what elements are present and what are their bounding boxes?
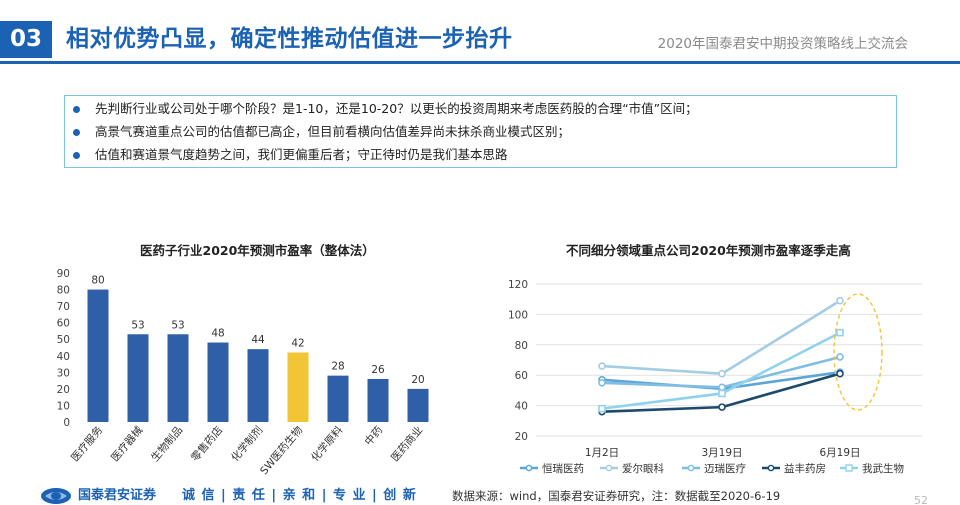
x-tick-label: 零售药店 [188, 424, 225, 465]
y-tick-label: 80 [515, 340, 528, 352]
key-points-box: 先判断行业或公司处于哪个阶段？是1-10，还是10-20？以更长的投资周期来考虑… [64, 95, 897, 168]
bar-value-label: 28 [331, 361, 344, 373]
legend-label: 益丰药房 [784, 462, 826, 475]
bar [287, 352, 309, 422]
bar [207, 342, 229, 422]
legend-label: 爱尔眼科 [622, 462, 664, 475]
x-tick-label: 医药商业 [388, 424, 425, 465]
y-tick-label: 20 [57, 384, 70, 396]
slide-header: 03 相对优势凸显，确定性推动估值进一步抬升 2020年国泰君安中期投资策略线上… [0, 0, 960, 70]
bar-value-label: 26 [371, 364, 385, 376]
y-tick-label: 80 [57, 285, 70, 297]
footer-company-name: 国泰君安证券 [78, 488, 157, 503]
data-point [836, 369, 844, 378]
data-point [598, 379, 606, 387]
bar [127, 334, 149, 422]
data-point [718, 403, 726, 411]
y-tick-label: 90 [57, 268, 70, 280]
data-point [598, 404, 606, 413]
event-subtitle: 2020年国泰君安中期投资策略线上交流会 [657, 36, 908, 52]
legend-marker [845, 464, 853, 472]
x-tick-label: 化学原料 [308, 423, 345, 464]
y-tick-label: 60 [515, 370, 528, 382]
y-tick-label: 10 [57, 400, 70, 412]
bar-value-label: 44 [251, 334, 265, 346]
key-point-text: 高景气赛道重点公司的估值都已高企，但目前看横向估值差异尚未抹杀商业模式区别； [95, 124, 571, 139]
bar-chart: 0 10 20 30 40 50 60 70 80 90 80 医疗服务 53 医疗器械 53 生物制品 48 零… [57, 268, 429, 477]
legend-marker [525, 464, 533, 472]
legend-label: 恒瑞医药 [542, 462, 584, 475]
key-point-text: 估值和赛道景气度趋势之间，我们更偏重后者；守正待时仍是我们基本思路 [95, 147, 508, 162]
y-tick-label: 70 [57, 301, 70, 313]
x-tick-label: 医疗器械 [108, 423, 145, 464]
data-point [836, 353, 844, 361]
bullet-dot-icon [73, 129, 80, 136]
bar-value-label: 48 [211, 328, 224, 340]
legend-label: 迈瑞医疗 [704, 462, 746, 475]
line-chart-title: 不同细分领域重点公司2020年预测市盈率逐季走高 [566, 243, 851, 258]
bar-value-label: 42 [291, 337, 304, 349]
company-logo-icon [41, 488, 71, 504]
bar [167, 334, 189, 422]
x-tick-label: 6月19日 [819, 447, 860, 459]
page-number: 52 [914, 494, 928, 505]
y-tick-label: 120 [508, 279, 528, 291]
slide-title: 相对优势凸显，确定性推动估值进一步抬升 [66, 26, 513, 52]
data-source-note: 数据来源：wind，国泰君安证券研究，注：数据截至2020-6-19 [452, 489, 781, 503]
legend-marker [605, 464, 613, 472]
section-number-badge: 03 [0, 21, 52, 58]
bar [407, 388, 429, 422]
header-divider [0, 61, 960, 64]
legend-marker [687, 464, 695, 472]
data-point [836, 296, 844, 305]
bullet-dot-icon [73, 152, 80, 159]
bar-value-label: 20 [411, 374, 424, 386]
footer-slogan: 诚 信 | 责 任 | 亲 和 | 专 业 | 创 新 [182, 488, 416, 503]
bar-chart-title: 医药子行业2020年预测市盈率（整体法） [140, 243, 375, 258]
x-tick-label: 3月19日 [701, 447, 742, 459]
x-tick-label: 化学制剂 [228, 424, 265, 465]
data-point [598, 362, 606, 370]
data-point [718, 389, 726, 398]
data-point [836, 328, 844, 337]
key-point-text: 先判断行业或公司处于哪个阶段？是1-10，还是10-20？以更长的投资周期来考虑… [95, 101, 698, 116]
y-tick-label: 40 [57, 351, 70, 363]
x-tick-label: 医疗服务 [68, 423, 105, 464]
data-point [718, 369, 726, 378]
legend-label: 我武生物 [862, 462, 904, 475]
x-tick-label: 生物制品 [148, 424, 185, 465]
bar-value-label: 53 [131, 319, 144, 331]
y-tick-label: 0 [63, 417, 70, 429]
x-tick-label: 中药 [362, 424, 385, 448]
y-tick-label: 40 [515, 401, 528, 413]
x-tick-label: 1月2日 [585, 447, 619, 459]
y-tick-label: 50 [57, 334, 70, 346]
y-tick-label: 100 [508, 309, 528, 321]
bar-value-label: 53 [171, 319, 184, 331]
data-point [718, 383, 726, 392]
y-tick-label: 30 [57, 367, 70, 379]
highlight-ellipse [833, 293, 883, 411]
y-tick-label: 20 [515, 431, 528, 443]
bar [367, 378, 389, 422]
legend-marker [767, 464, 775, 472]
bar [247, 349, 269, 422]
bullet-dot-icon [73, 106, 80, 113]
bar [327, 375, 349, 422]
bar [87, 289, 109, 422]
y-tick-label: 60 [57, 318, 70, 330]
series-line [601, 299, 841, 376]
bar-value-label: 80 [91, 275, 104, 287]
